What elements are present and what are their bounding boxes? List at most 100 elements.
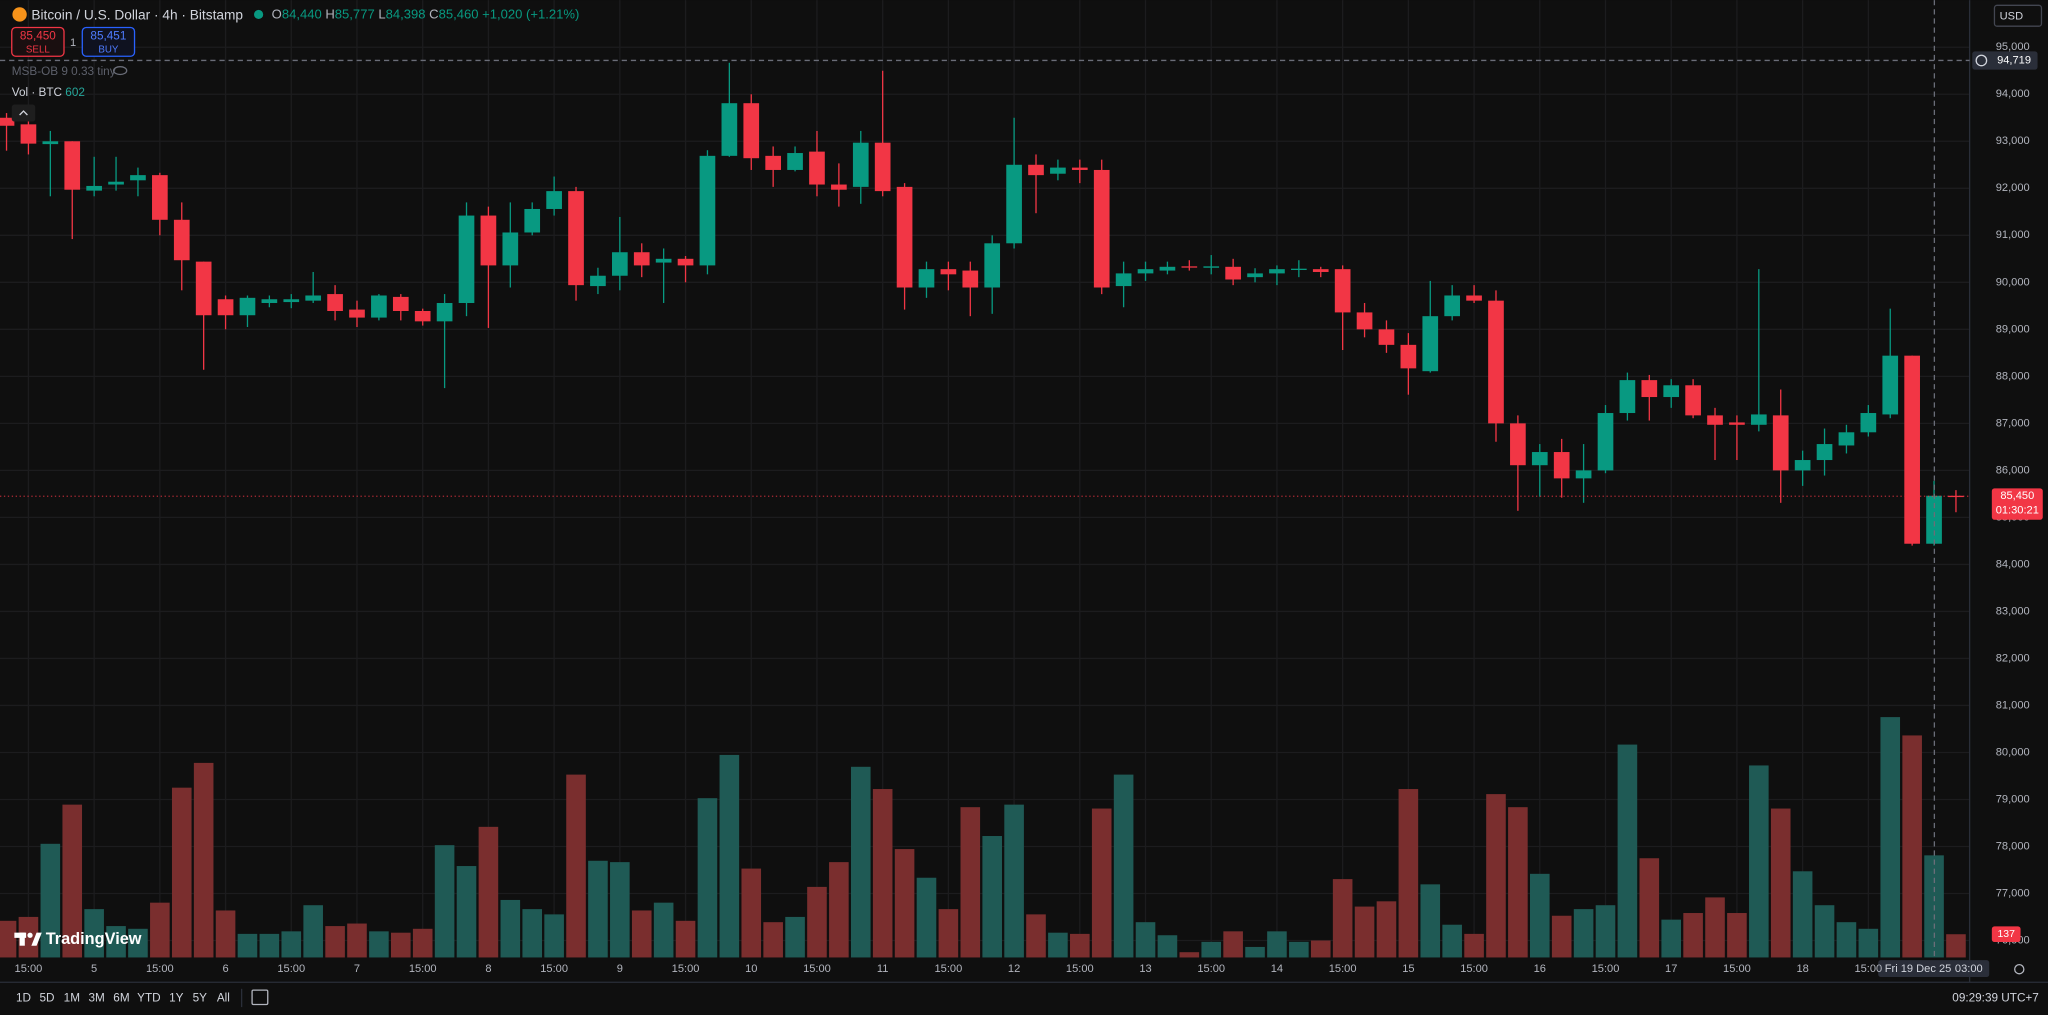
candle-body [852,142,869,187]
volume-label-box [1991,926,2021,943]
volume-bar [1310,940,1331,958]
volume-bar [1048,932,1068,958]
range-button[interactable]: All [217,992,230,1005]
candle-body [1794,460,1811,471]
candle-body [414,311,431,322]
range-button[interactable]: 1M [64,992,80,1005]
crosshair-price-box [1972,51,2038,70]
volume-bar [171,787,192,958]
buy-button[interactable]: 85,451 BUY [81,26,136,57]
x-tick-label: 15:00 [15,963,43,975]
candle-body [217,299,234,316]
candle-body [1291,268,1307,270]
candle-body [1444,295,1461,317]
candle-body [392,296,409,312]
volume-bar [829,862,849,958]
sell-button[interactable]: 85,450 SELL [11,26,65,57]
volume-bar [894,849,915,958]
volume-bar [697,798,718,958]
y-tick-label: 78,000 [1996,840,2030,852]
candle-body [1488,300,1504,424]
add-alert-icon[interactable] [1975,54,1988,67]
bitcoin-icon [12,7,27,22]
volume-bar [1508,807,1528,958]
volume-bar [478,826,499,958]
candle-body [152,175,168,220]
candle-body [721,103,738,156]
y-tick-label: 91,000 [1996,229,2030,241]
volume-bar [500,899,521,958]
volume-value: 602 [65,86,85,99]
y-tick-label: 92,000 [1996,182,2030,194]
volume-bar [215,910,236,958]
x-tick-label: 15 [1402,963,1414,975]
range-button[interactable]: 3M [88,992,104,1005]
candle-body [1772,415,1789,471]
volume-bar [1376,901,1397,958]
y-tick-label: 95,000 [1996,41,2030,53]
range-button[interactable]: YTD [137,992,161,1005]
clock: 09:29:39 UTC+7 [1952,992,2039,1005]
candle-body [1553,452,1570,479]
buy-box [81,26,136,57]
candle-body [524,208,541,233]
x-tick-label: 18 [1796,963,1808,975]
volume-bar [1464,933,1484,958]
candle-body [1400,344,1417,369]
range-button[interactable]: 6M [113,992,129,1005]
volume-bar [938,909,959,958]
ohlc-value: 84,440 [282,7,322,22]
volume-bar [1836,922,1857,958]
candle-body [809,151,825,185]
collapse-button[interactable] [11,104,36,122]
volume-bar [456,866,477,958]
candle-body [1050,167,1066,174]
candle-body [1006,164,1022,244]
volume-bar [982,836,1002,958]
y-tick-label: 88,000 [1996,370,2030,382]
x-tick-label: 15:00 [935,963,963,975]
volume-bar [128,928,148,958]
currency-button[interactable]: USD [1993,4,2043,27]
x-tick-label: 8 [485,963,491,975]
sell-label: SELL [26,44,50,55]
ohlc-value: 85,460 [439,7,479,22]
y-tick-label: 83,000 [1996,605,2030,617]
volume-bar [1770,808,1791,958]
volume-bar [1595,905,1616,958]
x-tick-label: 16 [1534,963,1546,975]
range-button[interactable]: 5Y [193,992,208,1005]
date-range-icon[interactable] [251,989,269,1006]
range-button[interactable]: 1D [16,992,31,1005]
volume-bar [1201,941,1222,958]
indicator-msb: MSB-OB 9 0.33 tiny [12,65,116,78]
volume-bar [1639,858,1660,958]
candle-body [305,295,322,301]
candle-body [1071,167,1088,170]
candle-body [1597,413,1614,471]
y-tick-label: 94,000 [1996,88,2030,100]
candle-body [611,252,628,276]
candle-body [1247,273,1263,278]
x-tick-label: 15:00 [1592,963,1620,975]
currency-label: USD [2000,10,2023,22]
range-button[interactable]: 1Y [169,992,184,1005]
candle-body [940,269,957,275]
hide-icon[interactable] [112,66,128,76]
y-tick-label: 89,000 [1996,323,2030,335]
candle-body [1882,355,1899,415]
volume-bar [1354,906,1375,958]
logo: TradingView [14,930,142,948]
currency-box [1993,4,2043,27]
settings-icon[interactable] [2014,963,2025,975]
volume-bar [741,868,762,958]
volume-bar [193,762,214,958]
candle-body [896,186,913,288]
candle-body [787,153,803,170]
candle-body [984,243,1001,288]
volume-bar [369,931,389,958]
volume-bar [391,932,411,958]
range-button[interactable]: 5D [40,992,55,1005]
logo-text: TradingView [46,930,142,948]
candle-body [283,299,300,303]
